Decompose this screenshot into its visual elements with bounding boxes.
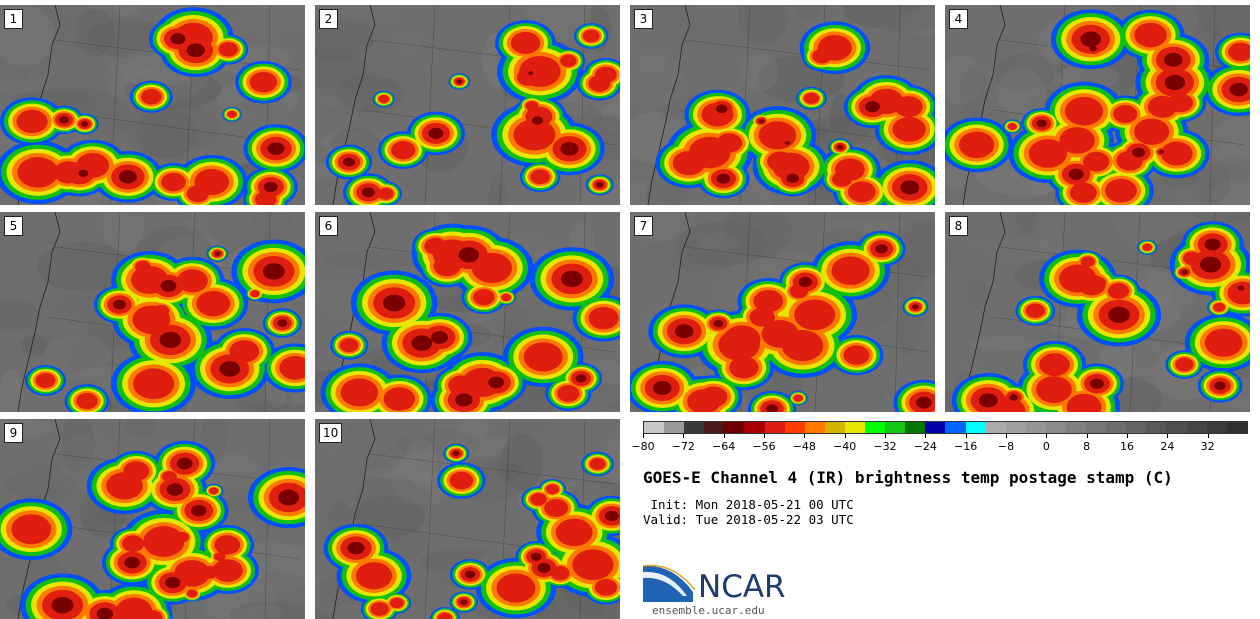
colorbar-tick-label: −24 [913,440,937,453]
member-label: 8 [949,216,968,236]
colorbar-segment [684,422,705,433]
colorbar-tick-label: 24 [1160,440,1175,453]
colorbar-tick [764,434,765,438]
colorbar-tick-label: −40 [833,440,857,453]
colorbar-segment [925,422,946,433]
colorbar-segment [1025,422,1046,433]
logo-text: NCAR [698,569,786,605]
colorbar-tick [723,434,725,438]
member-label: 5 [4,216,23,236]
satellite-map-image [0,5,305,205]
colorbar-segment [1005,422,1026,433]
colorbar-segment [905,422,926,433]
satellite-map-image [945,5,1250,205]
init-time: Init: Mon 2018-05-21 00 UTC [643,497,854,512]
member-label: 4 [949,9,968,29]
member-label: 10 [319,423,343,443]
colorbar-tick-label: −32 [873,440,897,453]
colorbar-tick-label: 0 [1042,440,1050,453]
colorbar-segment [1146,422,1167,433]
colorbar-tick [1046,434,1048,438]
colorbar-segment [764,422,785,433]
colorbar-segment [1226,422,1247,433]
member-label: 7 [634,216,653,236]
colorbar-tick-label: −80 [631,440,655,453]
website-url: ensemble.ucar.edu [652,604,765,617]
colorbar-tick [683,434,685,438]
ensemble-member-panel-6: 6 [315,212,620,412]
colorbar-tick [1006,434,1007,438]
colorbar-segment [1206,422,1227,433]
ensemble-member-panel-8: 8 [945,212,1250,412]
colorbar-tick [643,434,644,438]
member-label: 3 [634,9,653,29]
satellite-map-image [315,419,620,619]
colorbar-tick-label: −16 [954,440,978,453]
colorbar-segment [945,422,966,433]
colorbar-segment [865,422,886,433]
colorbar-tick [925,434,927,438]
member-label: 9 [4,423,23,443]
colorbar-segment [664,422,685,433]
colorbar-tick [1207,434,1209,438]
colorbar-tick-label: −48 [792,440,816,453]
colorbar-tick [1086,434,1088,438]
colorbar-tick-label: 32 [1200,440,1215,453]
temperature-colorbar [643,421,1248,434]
colorbar-segment [844,422,866,433]
colorbar-segment [724,422,745,433]
ensemble-member-panel-1: 1 [0,5,305,205]
satellite-map-image [315,212,620,412]
satellite-map-image [630,212,935,412]
colorbar-segment [744,422,765,433]
colorbar-segment [704,422,725,433]
colorbar-segment [1045,422,1066,433]
colorbar-segment [1086,422,1107,433]
colorbar-segment [1106,422,1127,433]
ncar-logo-icon [643,564,696,602]
ensemble-member-panel-5: 5 [0,212,305,412]
colorbar-segment [885,422,906,433]
ensemble-member-panel-3: 3 [630,5,935,205]
colorbar-tick-label: −56 [752,440,776,453]
ensemble-member-panel-4: 4 [945,5,1250,205]
colorbar-tick-label: −8 [997,440,1015,453]
ensemble-member-panel-7: 7 [630,212,935,412]
ensemble-member-panel-9: 9 [0,419,305,619]
colorbar-tick-label: −64 [712,440,736,453]
colorbar-segment [965,422,986,433]
colorbar-segment [1065,422,1087,433]
satellite-map-image [0,419,305,619]
member-label: 6 [319,216,338,236]
satellite-map-image [945,212,1250,412]
colorbar-tick-label: 16 [1120,440,1134,453]
colorbar-segment [1126,422,1147,433]
satellite-map-image [630,5,935,205]
figure-title: GOES-E Channel 4 (IR) brightness temp po… [643,468,1173,487]
colorbar-tick [1127,434,1128,438]
member-label: 2 [319,9,338,29]
colorbar-segment [784,422,805,433]
colorbar-segment [985,422,1006,433]
colorbar-tick [1167,434,1169,438]
colorbar-tick-labels: −80 −72 −64 −56 −48 −40 −32 −24 −16 −8 0 8 16 24 32 [631,434,1248,458]
ensemble-member-panel-2: 2 [315,5,620,205]
satellite-map-image [315,5,620,205]
colorbar-tick-label: 8 [1083,440,1091,453]
colorbar-segment [644,422,665,433]
member-label: 1 [4,9,23,29]
valid-time: Valid: Tue 2018-05-22 03 UTC [643,512,854,527]
colorbar-segment [1186,422,1207,433]
colorbar-tick [885,434,886,438]
colorbar-tick [844,434,846,438]
colorbar-segment [804,422,825,433]
colorbar-segment [824,422,845,433]
colorbar-tick [804,434,806,438]
colorbar-tick-label: −72 [671,440,695,453]
satellite-map-image [0,212,305,412]
colorbar-tick [965,434,967,438]
ensemble-member-panel-10: 10 [315,419,620,619]
colorbar-segment [1166,422,1187,433]
